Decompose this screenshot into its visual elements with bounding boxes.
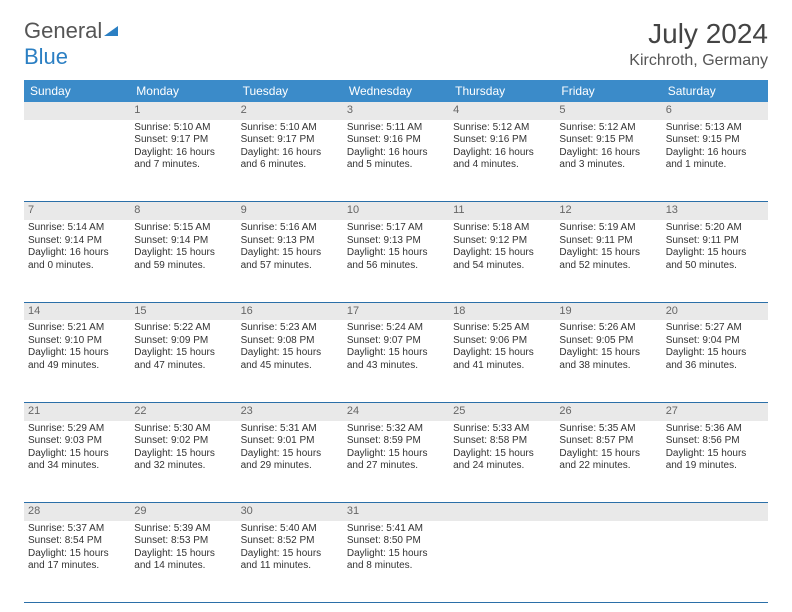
day-cell: Sunrise: 5:13 AM Sunset: 9:15 PM Dayligh…: [662, 120, 768, 202]
day-number: 28: [24, 503, 130, 521]
day-number: 15: [130, 302, 236, 320]
weekday-header: Tuesday: [237, 80, 343, 102]
day-cell: Sunrise: 5:29 AM Sunset: 9:03 PM Dayligh…: [24, 421, 130, 503]
day-number: 7: [24, 202, 130, 220]
day-number-row: 123456: [24, 102, 768, 120]
day-number: 11: [449, 202, 555, 220]
day-cell: Sunrise: 5:39 AM Sunset: 8:53 PM Dayligh…: [130, 521, 236, 603]
day-number: 2: [237, 102, 343, 120]
day-cell: Sunrise: 5:17 AM Sunset: 9:13 PM Dayligh…: [343, 220, 449, 302]
day-cell: Sunrise: 5:23 AM Sunset: 9:08 PM Dayligh…: [237, 320, 343, 402]
day-number: 10: [343, 202, 449, 220]
day-cell: Sunrise: 5:41 AM Sunset: 8:50 PM Dayligh…: [343, 521, 449, 603]
day-cell: Sunrise: 5:30 AM Sunset: 9:02 PM Dayligh…: [130, 421, 236, 503]
day-number: 17: [343, 302, 449, 320]
calendar-body: 123456Sunrise: 5:10 AM Sunset: 9:17 PM D…: [24, 102, 768, 603]
day-cell: Sunrise: 5:16 AM Sunset: 9:13 PM Dayligh…: [237, 220, 343, 302]
day-cell: Sunrise: 5:12 AM Sunset: 9:15 PM Dayligh…: [555, 120, 661, 202]
logo-text: General Blue: [24, 18, 120, 70]
day-number: 23: [237, 402, 343, 420]
day-number: 31: [343, 503, 449, 521]
day-cell: Sunrise: 5:26 AM Sunset: 9:05 PM Dayligh…: [555, 320, 661, 402]
day-cell: Sunrise: 5:11 AM Sunset: 9:16 PM Dayligh…: [343, 120, 449, 202]
weekday-header-row: Sunday Monday Tuesday Wednesday Thursday…: [24, 80, 768, 102]
logo-word-a: General: [24, 18, 102, 43]
day-number: 16: [237, 302, 343, 320]
day-cell: Sunrise: 5:22 AM Sunset: 9:09 PM Dayligh…: [130, 320, 236, 402]
day-number: 12: [555, 202, 661, 220]
day-cell: Sunrise: 5:14 AM Sunset: 9:14 PM Dayligh…: [24, 220, 130, 302]
day-cell: Sunrise: 5:20 AM Sunset: 9:11 PM Dayligh…: [662, 220, 768, 302]
day-cell: Sunrise: 5:35 AM Sunset: 8:57 PM Dayligh…: [555, 421, 661, 503]
month-title: July 2024: [629, 18, 768, 50]
day-number: 30: [237, 503, 343, 521]
day-cell: Sunrise: 5:19 AM Sunset: 9:11 PM Dayligh…: [555, 220, 661, 302]
day-number: 3: [343, 102, 449, 120]
day-content-row: Sunrise: 5:21 AM Sunset: 9:10 PM Dayligh…: [24, 320, 768, 402]
weekday-header: Friday: [555, 80, 661, 102]
day-number: 5: [555, 102, 661, 120]
day-number: 21: [24, 402, 130, 420]
day-cell: Sunrise: 5:12 AM Sunset: 9:16 PM Dayligh…: [449, 120, 555, 202]
day-number: [662, 503, 768, 521]
day-number-row: 14151617181920: [24, 302, 768, 320]
day-number: 25: [449, 402, 555, 420]
weekday-header: Sunday: [24, 80, 130, 102]
day-number: 19: [555, 302, 661, 320]
weekday-header: Wednesday: [343, 80, 449, 102]
day-content-row: Sunrise: 5:29 AM Sunset: 9:03 PM Dayligh…: [24, 421, 768, 503]
day-cell: Sunrise: 5:32 AM Sunset: 8:59 PM Dayligh…: [343, 421, 449, 503]
day-cell: Sunrise: 5:37 AM Sunset: 8:54 PM Dayligh…: [24, 521, 130, 603]
day-cell: Sunrise: 5:24 AM Sunset: 9:07 PM Dayligh…: [343, 320, 449, 402]
day-number: 27: [662, 402, 768, 420]
day-number: 24: [343, 402, 449, 420]
day-cell: Sunrise: 5:15 AM Sunset: 9:14 PM Dayligh…: [130, 220, 236, 302]
day-number: 1: [130, 102, 236, 120]
day-number: [24, 102, 130, 120]
day-number-row: 28293031: [24, 503, 768, 521]
day-number: 4: [449, 102, 555, 120]
header: General Blue July 2024 Kirchroth, German…: [24, 18, 768, 70]
logo-word-b: Blue: [24, 44, 68, 69]
day-cell: Sunrise: 5:27 AM Sunset: 9:04 PM Dayligh…: [662, 320, 768, 402]
location: Kirchroth, Germany: [629, 52, 768, 70]
day-cell: Sunrise: 5:31 AM Sunset: 9:01 PM Dayligh…: [237, 421, 343, 503]
day-cell: [555, 521, 661, 603]
day-cell: Sunrise: 5:36 AM Sunset: 8:56 PM Dayligh…: [662, 421, 768, 503]
day-cell: Sunrise: 5:21 AM Sunset: 9:10 PM Dayligh…: [24, 320, 130, 402]
day-number: 18: [449, 302, 555, 320]
day-content-row: Sunrise: 5:14 AM Sunset: 9:14 PM Dayligh…: [24, 220, 768, 302]
day-content-row: Sunrise: 5:37 AM Sunset: 8:54 PM Dayligh…: [24, 521, 768, 603]
weekday-header: Saturday: [662, 80, 768, 102]
day-number: [555, 503, 661, 521]
day-number: 8: [130, 202, 236, 220]
day-cell: [24, 120, 130, 202]
day-number-row: 78910111213: [24, 202, 768, 220]
weekday-header: Monday: [130, 80, 236, 102]
day-number: 6: [662, 102, 768, 120]
day-number: 13: [662, 202, 768, 220]
logo-sail-icon: [102, 18, 120, 32]
title-block: July 2024 Kirchroth, Germany: [629, 18, 768, 70]
day-content-row: Sunrise: 5:10 AM Sunset: 9:17 PM Dayligh…: [24, 120, 768, 202]
day-number: 26: [555, 402, 661, 420]
day-number: [449, 503, 555, 521]
day-cell: Sunrise: 5:25 AM Sunset: 9:06 PM Dayligh…: [449, 320, 555, 402]
day-cell: Sunrise: 5:10 AM Sunset: 9:17 PM Dayligh…: [237, 120, 343, 202]
calendar-table: Sunday Monday Tuesday Wednesday Thursday…: [24, 80, 768, 603]
day-cell: Sunrise: 5:33 AM Sunset: 8:58 PM Dayligh…: [449, 421, 555, 503]
day-number: 22: [130, 402, 236, 420]
day-number: 14: [24, 302, 130, 320]
day-cell: [449, 521, 555, 603]
logo: General Blue: [24, 18, 120, 70]
day-number-row: 21222324252627: [24, 402, 768, 420]
day-cell: Sunrise: 5:40 AM Sunset: 8:52 PM Dayligh…: [237, 521, 343, 603]
day-cell: [662, 521, 768, 603]
day-cell: Sunrise: 5:18 AM Sunset: 9:12 PM Dayligh…: [449, 220, 555, 302]
day-number: 29: [130, 503, 236, 521]
day-number: 9: [237, 202, 343, 220]
day-number: 20: [662, 302, 768, 320]
day-cell: Sunrise: 5:10 AM Sunset: 9:17 PM Dayligh…: [130, 120, 236, 202]
weekday-header: Thursday: [449, 80, 555, 102]
